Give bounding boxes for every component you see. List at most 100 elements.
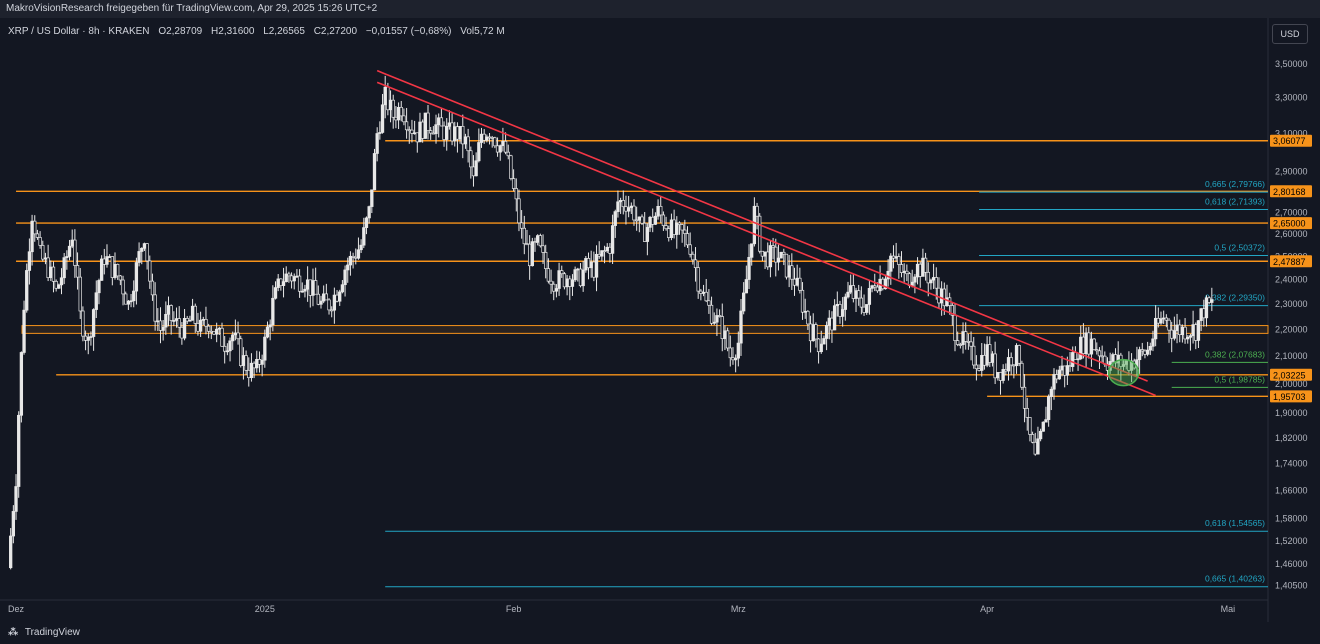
candle-body xyxy=(279,278,283,286)
candle-body xyxy=(156,320,160,323)
candle-body xyxy=(41,245,45,260)
candle-body xyxy=(364,217,369,228)
candle-body xyxy=(137,251,141,263)
candle-body xyxy=(287,273,291,277)
candle-body xyxy=(1092,338,1096,351)
candle-body xyxy=(867,288,872,305)
fib-level-label: 0,665 (1,40263) xyxy=(1205,574,1265,584)
candle-body xyxy=(252,362,256,369)
candle-body xyxy=(677,222,682,225)
candle-body xyxy=(506,151,510,157)
candle-body xyxy=(560,270,564,275)
candle-body xyxy=(1207,297,1211,303)
candle-body xyxy=(46,257,50,278)
candle-body xyxy=(1020,362,1024,388)
candle-body xyxy=(889,255,893,272)
candle-body xyxy=(402,115,406,123)
candle-body xyxy=(241,355,246,366)
candle-body xyxy=(281,281,286,286)
candle-body xyxy=(782,251,786,255)
candle-body xyxy=(102,258,106,265)
candle-body xyxy=(816,338,821,353)
candle-body xyxy=(616,201,620,212)
candle-body xyxy=(929,279,933,284)
candle-body xyxy=(308,279,312,296)
candle-body xyxy=(59,277,64,286)
candle-body xyxy=(78,276,82,312)
candle-body xyxy=(327,299,331,311)
symbol-label[interactable]: XRP / US Dollar · 8h · KRAKEN xyxy=(8,26,150,37)
candle-body xyxy=(142,243,147,249)
candle-body xyxy=(653,215,658,225)
candle-body xyxy=(22,309,26,353)
candle-body xyxy=(236,332,240,340)
candle-body xyxy=(552,283,556,292)
candle-body xyxy=(94,292,98,310)
candle-body xyxy=(110,256,114,278)
candle-body xyxy=(669,219,674,238)
candle-body xyxy=(212,331,216,335)
candle-body xyxy=(399,106,403,117)
candle-body xyxy=(404,121,409,131)
fib-level-label: 0,665 (2,79766) xyxy=(1205,179,1265,189)
candle-body xyxy=(800,289,805,313)
candle-body xyxy=(132,290,136,302)
candle-body xyxy=(431,132,436,135)
candle-body xyxy=(35,233,40,238)
candle-body xyxy=(969,341,973,347)
candle-body xyxy=(43,257,48,260)
candle-body xyxy=(779,251,783,259)
candle-body xyxy=(715,315,719,323)
candle-body xyxy=(437,117,441,126)
candle-body xyxy=(485,136,489,141)
candle-body xyxy=(38,237,42,246)
candle-body xyxy=(541,245,545,253)
candle-body xyxy=(140,247,144,252)
candle-body xyxy=(354,256,358,259)
tradingview-logo-icon[interactable]: ⁂ xyxy=(8,627,19,638)
candle-body xyxy=(1073,352,1078,360)
candle-body xyxy=(522,227,526,245)
candle-body xyxy=(445,126,449,140)
candle-body xyxy=(1178,324,1182,335)
candle-body xyxy=(148,260,152,282)
candle-body xyxy=(530,241,534,267)
candle-body xyxy=(209,330,213,333)
candle-body xyxy=(720,316,724,339)
candle-body xyxy=(840,309,845,317)
candle-body xyxy=(921,257,925,277)
close-value: C2,27200 xyxy=(313,26,358,37)
candle-body xyxy=(693,259,698,268)
candle-body xyxy=(1012,364,1016,367)
currency-button[interactable]: USD xyxy=(1272,24,1308,44)
candle-body xyxy=(124,293,128,305)
candle-body xyxy=(97,280,101,294)
candle-body xyxy=(784,253,789,278)
candle-body xyxy=(177,318,181,328)
y-tick-label: 1,82000 xyxy=(1275,433,1308,443)
candle-body xyxy=(843,296,847,310)
candle-body xyxy=(774,246,778,263)
candle-body xyxy=(923,257,928,273)
candle-body xyxy=(643,222,647,242)
candle-body xyxy=(1145,349,1150,355)
candle-body xyxy=(215,328,219,335)
candle-body xyxy=(568,278,572,287)
candle-body xyxy=(597,253,601,257)
candle-body xyxy=(420,121,425,139)
attribution-bar: MakroVisionResearch freigegeben für Trad… xyxy=(0,0,1320,18)
candle-body xyxy=(150,280,155,296)
candle-body xyxy=(1204,297,1209,319)
candle-body xyxy=(180,326,184,339)
candle-body xyxy=(273,287,278,299)
descending-trendline xyxy=(376,81,1156,397)
candle-body xyxy=(913,276,917,283)
candle-body xyxy=(474,160,478,177)
candle-body xyxy=(257,359,262,365)
price-chart[interactable]: 3,50000 3,30000 3,10000 2,90000 2,70000 2,600… xyxy=(0,18,1320,626)
candle-body xyxy=(407,129,411,132)
candle-body xyxy=(798,277,802,291)
chart-area[interactable]: 3,50000 3,30000 3,10000 2,90000 2,70000 2,600… xyxy=(0,18,1320,626)
candle-body xyxy=(1025,408,1029,418)
candle-body xyxy=(819,343,823,353)
